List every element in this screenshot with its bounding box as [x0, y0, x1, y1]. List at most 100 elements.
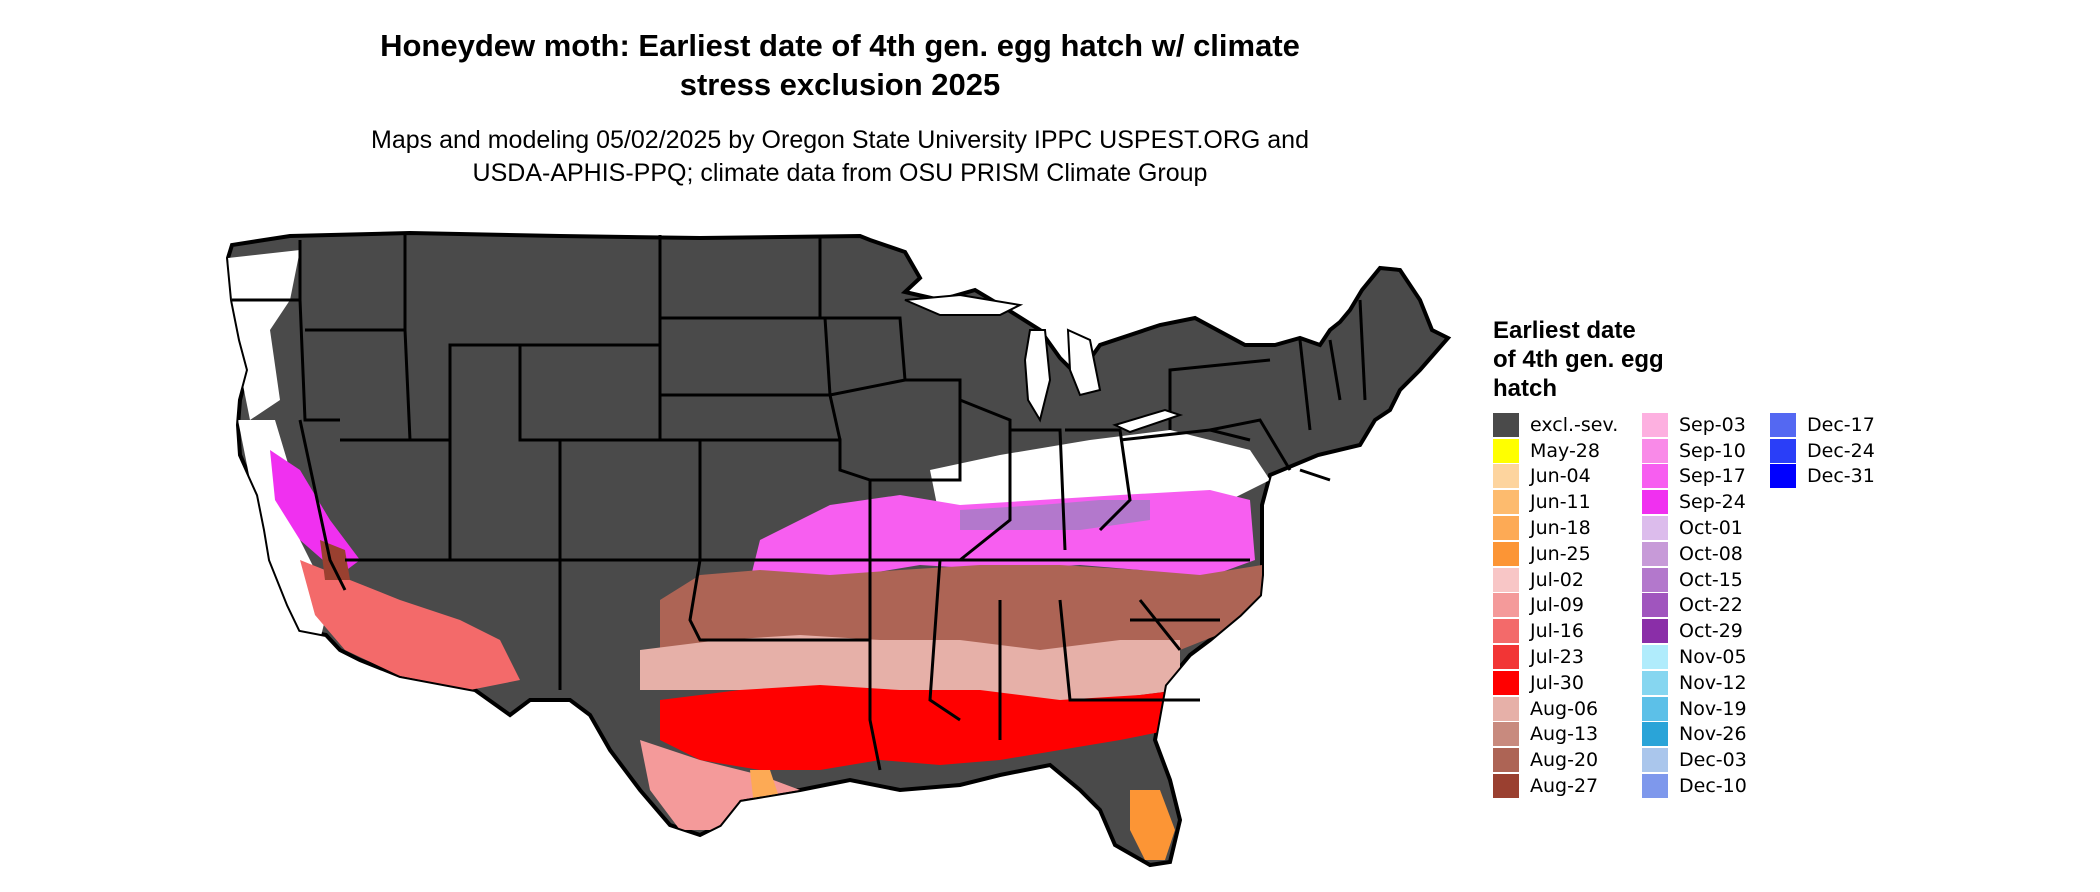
state-boundaries: [232, 233, 1367, 771]
legend-label: Oct-29: [1679, 620, 1743, 643]
zone-jul-band: [660, 685, 1180, 770]
legend-swatch: [1642, 567, 1668, 592]
legend-column: Sep-03 Sep-10 Sep-17 Sep-24 Oct-01 Oct-08 Oct-…: [1642, 412, 1747, 799]
legend-label: Aug-06: [1530, 697, 1599, 720]
legend-item: Dec-10: [1642, 773, 1747, 799]
map-subtitle-line-2: USDA-APHIS-PPQ; climate data from OSU PR…: [472, 159, 1208, 187]
legend-swatch: [1642, 774, 1668, 799]
legend-item: Jul-23: [1493, 644, 1618, 670]
legend-swatch: [1642, 696, 1668, 721]
lake-michigan: [1023, 329, 1052, 423]
map-title-line-1: Honeydew moth: Earliest date of 4th gen.…: [380, 28, 1300, 63]
legend-column: Dec-17 Dec-24 Dec-31: [1770, 412, 1875, 489]
legend-label: Oct-15: [1679, 568, 1743, 591]
legend-label: Nov-05: [1679, 646, 1747, 669]
legend-swatch: [1642, 619, 1668, 644]
legend-label: Oct-01: [1679, 517, 1743, 540]
legend-label: Jul-09: [1530, 594, 1584, 617]
legend-item: Oct-29: [1642, 618, 1747, 644]
great-lakes: [904, 293, 1184, 434]
legend-item: Oct-01: [1642, 515, 1747, 541]
zone-aug-light: [640, 635, 1180, 700]
legend-item: Dec-24: [1770, 438, 1875, 464]
legend-title-line-1: Earliest date: [1493, 317, 1636, 344]
lake-erie: [1112, 408, 1184, 434]
legend-item: Dec-31: [1770, 464, 1875, 490]
legend-label: Sep-24: [1679, 491, 1746, 514]
legend-swatch: [1642, 541, 1668, 566]
legend-item: Sep-17: [1642, 464, 1747, 490]
legend-swatch: [1493, 464, 1519, 489]
legend-label: Aug-27: [1530, 775, 1599, 798]
legend-item: excl.-sev.: [1493, 412, 1618, 438]
legend-label: Jun-25: [1530, 542, 1591, 565]
legend-label: Jul-30: [1530, 671, 1584, 694]
legend-swatch: [1493, 645, 1519, 670]
legend-swatch: [1493, 438, 1519, 463]
legend-label: May-28: [1530, 439, 1600, 462]
legend-swatch: [1642, 412, 1668, 437]
legend-swatch: [1493, 412, 1519, 437]
legend-item: Nov-12: [1642, 670, 1747, 696]
legend-label: Oct-08: [1679, 542, 1743, 565]
legend-label: Sep-17: [1679, 465, 1746, 488]
legend-label: excl.-sev.: [1530, 413, 1619, 436]
legend-swatch: [1493, 593, 1519, 618]
legend-swatch: [1770, 438, 1796, 463]
legend-item: Jul-09: [1493, 593, 1618, 619]
legend-item: Dec-17: [1770, 412, 1875, 438]
legend-item: Jun-11: [1493, 489, 1618, 515]
legend-item: Jun-04: [1493, 464, 1618, 490]
legend-label: Jun-04: [1530, 465, 1591, 488]
legend-item: Aug-06: [1493, 696, 1618, 722]
legend-title-line-2: of 4th gen. egg: [1493, 346, 1664, 373]
legend-swatch: [1642, 670, 1668, 695]
zone-sep-west: [270, 450, 360, 575]
legend-item: Oct-15: [1642, 567, 1747, 593]
legend-swatch: [1493, 516, 1519, 541]
map-title: Honeydew moth: Earliest date of 4th gen.…: [300, 26, 1380, 104]
legend-column: excl.-sev. May-28 Jun-04 Jun-11 Jun-18 Jun-25…: [1493, 412, 1618, 799]
zone-jul-light: [640, 740, 800, 830]
legend-item: Sep-10: [1642, 438, 1747, 464]
lake-huron: [1066, 328, 1102, 397]
zone-jun-florida: [1130, 790, 1175, 860]
legend-item: Jun-25: [1493, 541, 1618, 567]
legend-swatch: [1493, 619, 1519, 644]
legend-label: Nov-26: [1679, 723, 1747, 746]
legend-label: Nov-12: [1679, 671, 1747, 694]
legend-item: Sep-24: [1642, 489, 1747, 515]
legend-item: May-28: [1493, 438, 1618, 464]
legend-swatch: [1493, 567, 1519, 592]
legend-swatch: [1642, 464, 1668, 489]
legend-swatch: [1642, 593, 1668, 618]
legend-label: Jun-11: [1530, 491, 1591, 514]
legend-item: Nov-19: [1642, 696, 1747, 722]
legend-swatch: [1493, 670, 1519, 695]
legend-item: Oct-22: [1642, 593, 1747, 619]
legend-item: Nov-26: [1642, 722, 1747, 748]
legend-label: Jul-23: [1530, 646, 1584, 669]
legend-swatch: [1493, 541, 1519, 566]
legend-label: Sep-10: [1679, 439, 1746, 462]
legend-item: Dec-03: [1642, 747, 1747, 773]
legend-label: Aug-20: [1530, 749, 1599, 772]
legend-swatch: [1642, 438, 1668, 463]
legend-swatch: [1493, 490, 1519, 515]
development-zones: [228, 250, 1270, 860]
legend-swatch: [1770, 464, 1796, 489]
legend-label: Dec-10: [1679, 775, 1747, 798]
legend-swatch: [1770, 412, 1796, 437]
legend-item: Aug-27: [1493, 773, 1618, 799]
legend-label: Jul-16: [1530, 620, 1584, 643]
legend-label: Aug-13: [1530, 723, 1599, 746]
map-title-line-2: stress exclusion 2025: [679, 67, 1001, 102]
legend-item: Jul-02: [1493, 567, 1618, 593]
map-legend: Earliest date of 4th gen. egg hatch excl…: [1493, 316, 1875, 799]
legend-label: Dec-31: [1807, 465, 1875, 488]
legend-label: Nov-19: [1679, 697, 1747, 720]
legend-swatch: [1493, 748, 1519, 773]
legend-swatch: [1642, 722, 1668, 747]
map-subtitle-line-1: Maps and modeling 05/02/2025 by Oregon S…: [371, 126, 1309, 154]
us-map: [225, 230, 1452, 868]
